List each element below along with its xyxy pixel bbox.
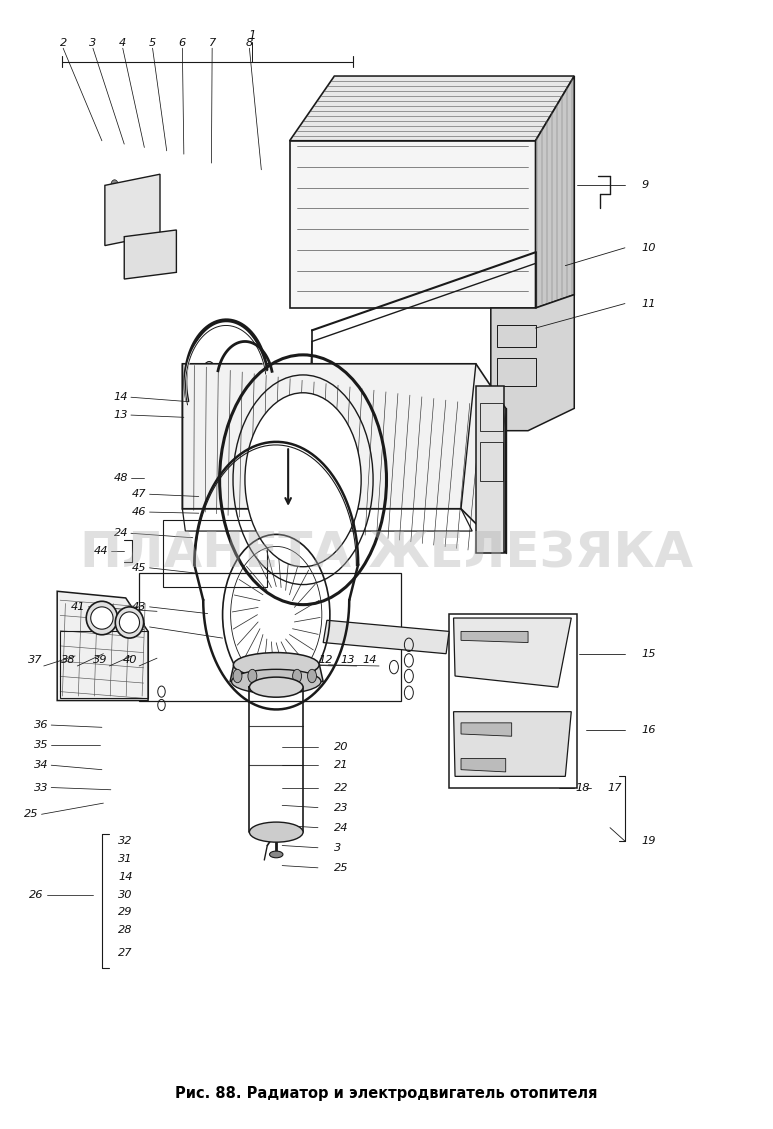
Polygon shape [230, 665, 323, 682]
Text: ПЛАНЕТА ЖЕЛЕЗЯКА: ПЛАНЕТА ЖЕЛЕЗЯКА [80, 530, 693, 577]
Text: 36: 36 [34, 720, 48, 730]
Ellipse shape [233, 653, 319, 677]
Text: 15: 15 [642, 649, 656, 658]
Circle shape [111, 180, 118, 191]
Text: 14: 14 [363, 656, 377, 665]
Text: 39: 39 [94, 656, 107, 665]
Circle shape [128, 228, 133, 237]
Polygon shape [461, 631, 528, 642]
Polygon shape [461, 723, 512, 736]
Polygon shape [57, 592, 148, 700]
Text: 32: 32 [118, 837, 133, 846]
Ellipse shape [232, 669, 321, 694]
Circle shape [215, 373, 227, 391]
Text: 20: 20 [335, 743, 349, 752]
Polygon shape [536, 76, 574, 308]
Ellipse shape [87, 602, 117, 634]
Text: 14: 14 [114, 392, 128, 402]
Text: 14: 14 [118, 872, 133, 882]
Polygon shape [290, 76, 574, 141]
Text: 9: 9 [642, 181, 649, 191]
Text: 31: 31 [118, 854, 133, 864]
Text: 28: 28 [118, 926, 133, 935]
Text: 11: 11 [642, 298, 656, 308]
Ellipse shape [270, 851, 283, 858]
Ellipse shape [250, 677, 303, 698]
Circle shape [203, 361, 215, 379]
Text: 19: 19 [642, 837, 656, 846]
Polygon shape [461, 759, 506, 772]
Text: 29: 29 [118, 908, 133, 918]
Polygon shape [491, 295, 574, 430]
Text: 4: 4 [119, 37, 126, 47]
Text: 24: 24 [335, 823, 349, 833]
Text: 7: 7 [209, 37, 216, 47]
Text: 45: 45 [132, 563, 147, 572]
Text: 47: 47 [132, 489, 147, 499]
Ellipse shape [115, 607, 144, 638]
Text: 38: 38 [61, 656, 76, 665]
Text: 1: 1 [249, 29, 256, 43]
Text: 30: 30 [118, 890, 133, 900]
Text: 41: 41 [71, 602, 86, 612]
Circle shape [227, 366, 239, 384]
Ellipse shape [90, 607, 113, 629]
Text: 25: 25 [335, 863, 349, 873]
Text: 26: 26 [29, 890, 44, 900]
Text: 35: 35 [34, 741, 48, 750]
Circle shape [308, 669, 316, 683]
Text: 37: 37 [28, 656, 42, 665]
Circle shape [233, 669, 242, 683]
Polygon shape [182, 364, 506, 553]
Text: 13: 13 [114, 410, 128, 420]
Text: Рис. 88. Радиатор и электродвигатель отопителя: Рис. 88. Радиатор и электродвигатель ото… [175, 1086, 598, 1101]
Circle shape [166, 233, 172, 242]
Polygon shape [454, 711, 571, 777]
Text: 6: 6 [179, 37, 186, 47]
Circle shape [245, 393, 361, 567]
Text: 42: 42 [132, 622, 147, 632]
Ellipse shape [250, 822, 303, 842]
Circle shape [293, 669, 301, 683]
Text: 21: 21 [335, 760, 349, 770]
Text: 34: 34 [34, 760, 48, 770]
Polygon shape [105, 174, 160, 246]
Text: 8: 8 [246, 37, 253, 47]
Circle shape [149, 230, 155, 239]
Text: 24: 24 [114, 528, 128, 539]
Text: 2: 2 [60, 37, 66, 47]
Polygon shape [454, 618, 571, 688]
Polygon shape [124, 230, 176, 279]
Text: 43: 43 [132, 602, 147, 612]
Ellipse shape [119, 612, 139, 633]
Text: 5: 5 [149, 37, 156, 47]
Text: 25: 25 [24, 809, 39, 820]
Circle shape [127, 184, 134, 195]
Text: 16: 16 [642, 725, 656, 735]
Text: 48: 48 [114, 473, 128, 482]
Polygon shape [290, 141, 536, 308]
Polygon shape [476, 386, 504, 553]
Text: 13: 13 [341, 656, 355, 665]
Text: 17: 17 [607, 782, 621, 793]
Text: 10: 10 [642, 243, 656, 253]
Text: 22: 22 [335, 782, 349, 793]
Text: 44: 44 [94, 546, 108, 557]
Text: 23: 23 [335, 803, 349, 813]
Text: 46: 46 [132, 507, 147, 517]
Text: 33: 33 [34, 782, 48, 793]
Circle shape [248, 669, 257, 683]
Text: 18: 18 [576, 782, 591, 793]
Text: 27: 27 [118, 947, 133, 957]
Polygon shape [323, 620, 449, 654]
Text: 12: 12 [318, 656, 332, 665]
Text: 3: 3 [90, 37, 97, 47]
Text: 3: 3 [335, 842, 342, 852]
Circle shape [149, 189, 156, 200]
Text: 40: 40 [123, 656, 138, 665]
